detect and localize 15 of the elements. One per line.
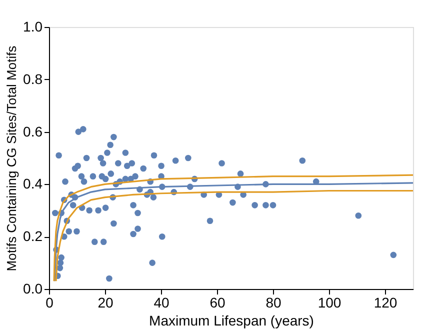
x-tick-label: 80 bbox=[266, 294, 282, 310]
y-axis-title: Motifs Containing CG Sites/Total Motifs bbox=[4, 45, 20, 272]
x-axis-title: Maximum Lifespan (years) bbox=[149, 312, 314, 328]
x-tick-label: 20 bbox=[98, 294, 114, 310]
x-tick-label: 100 bbox=[318, 294, 342, 310]
x-tick-label: 40 bbox=[154, 294, 170, 310]
x-tick-label: 0 bbox=[46, 294, 54, 310]
y-tick-label: 0.2 bbox=[23, 228, 43, 244]
x-tick-label: 60 bbox=[210, 294, 226, 310]
y-tick-label: 0.0 bbox=[23, 280, 43, 296]
y-tick-label: 0.4 bbox=[23, 176, 43, 192]
y-tick-label: 1.0 bbox=[23, 18, 43, 34]
y-tick-label: 0.6 bbox=[23, 123, 43, 140]
x-tick-label: 120 bbox=[374, 294, 398, 310]
y-tick-label: 0.8 bbox=[23, 70, 43, 87]
